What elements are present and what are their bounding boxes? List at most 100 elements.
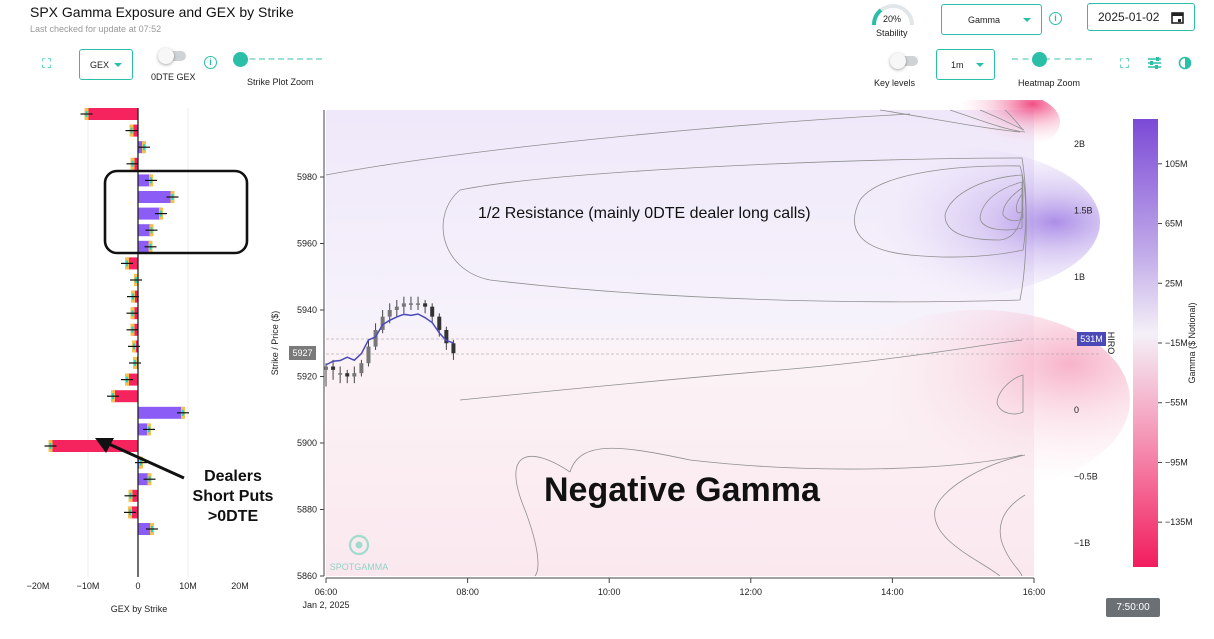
colorbar-tick-label: −135M [1165, 517, 1193, 527]
y-tick-label: 5940 [297, 305, 317, 315]
annotation-arrowhead [95, 438, 114, 453]
chevron-down-icon [114, 62, 122, 67]
info-icon[interactable]: i [204, 56, 217, 69]
candle-body [416, 303, 421, 305]
strike-zoom-label: Strike Plot Zoom [247, 77, 314, 87]
gex-bar [138, 240, 151, 253]
gamma-heatmap-chart: 5860 5880 5900 5920 5940 5960 5980 06:00 08:00 1… [270, 100, 1197, 610]
strike-zoom-slider-track[interactable] [240, 58, 322, 61]
candle-body [331, 366, 336, 370]
x-tick-label: 12:00 [740, 587, 763, 597]
hiro-tick-label: −0.5B [1074, 472, 1098, 482]
y-tick-label: 5980 [297, 172, 317, 182]
gex-bar [138, 523, 152, 535]
colorbar-ticks: 105M 65M 25M −15M −55M −95M −135M [1158, 159, 1193, 527]
gex-bars-layer [44, 108, 189, 535]
stability-label: Stability [876, 28, 908, 38]
hiro-axis-label: HIRO [1106, 332, 1116, 355]
x-axis-ticks: 06:00 08:00 10:00 12:00 14:00 16:00 [315, 578, 1046, 597]
y-tick-label: 5960 [297, 239, 317, 249]
gex-x-tick-label: −10M [77, 581, 100, 591]
gex-bar [113, 390, 138, 403]
y-tick-label: 5880 [297, 505, 317, 515]
odte-gex-label: 0DTE GEX [151, 72, 196, 82]
y-tick-label: 5920 [297, 372, 317, 382]
negative-gamma-top-region [950, 100, 1060, 152]
gex-x-tick-label: 20M [231, 581, 249, 591]
heatmap-zoom-label: Heatmap Zoom [1018, 78, 1081, 88]
hiro-value-badge [1077, 332, 1106, 346]
y-tick-label: 5900 [297, 438, 317, 448]
gex-bar [138, 224, 152, 237]
current-price-badge [289, 346, 316, 360]
gex-bar [138, 406, 183, 419]
hiro-value-label: 531M [1080, 334, 1103, 344]
annotation-arrow [99, 438, 185, 480]
expand-icon[interactable]: ⛶ [1120, 56, 1130, 71]
gex-select[interactable]: GEX [79, 49, 133, 80]
price-line [325, 313, 454, 366]
gex-x-tick-label: 10M [179, 581, 197, 591]
positive-gamma-region [800, 147, 1100, 297]
heatmap-zoom-slider-handle[interactable] [1032, 52, 1047, 67]
gex-x-tick-label: −20M [27, 581, 50, 591]
candle-body [408, 303, 413, 305]
contrast-icon[interactable] [1178, 56, 1192, 70]
page-title: SPX Gamma Exposure and GEX by Strike [30, 4, 294, 20]
x-axis-date-label: Jan 2, 2025 [302, 600, 349, 610]
hiro-tick-label: 0 [1074, 405, 1079, 415]
gex-select-value: GEX [90, 59, 110, 70]
annotation-text-line: >0DTE [208, 508, 259, 525]
highlight-box [103, 169, 249, 255]
gex-bar [138, 174, 151, 187]
sliders-icon[interactable] [1147, 56, 1162, 70]
gamma-select[interactable]: Gamma [941, 4, 1042, 35]
colorbar-tick-label: 25M [1165, 278, 1183, 288]
last-checked-text: Last checked for update at 07:52 [30, 24, 162, 34]
gex-x-axis-label: GEX by Strike [111, 604, 168, 614]
candle-body [451, 343, 456, 354]
time-badge: 7:50:00 [1106, 598, 1160, 617]
date-picker[interactable]: 2025-01-02 [1087, 3, 1195, 31]
candle-body [352, 373, 357, 377]
gex-bar [50, 440, 138, 452]
spotgamma-watermark: SPOTGAMMA [330, 562, 389, 572]
info-icon[interactable]: i [1049, 12, 1062, 25]
chevron-down-icon [976, 62, 984, 67]
colorbar [1133, 119, 1158, 567]
heatmap-zoom-slider-track[interactable] [1012, 58, 1092, 61]
interval-select-value: 1m [951, 59, 964, 70]
toggle-knob [890, 53, 906, 69]
y-axis-label: Strike / Price ($) [270, 311, 280, 376]
resistance-annotation: 1/2 Resistance (mainly 0DTE dealer long … [478, 205, 811, 222]
expand-icon[interactable]: ⛶ [42, 56, 52, 71]
stability-gauge [871, 4, 914, 26]
odte-gex-toggle[interactable] [158, 48, 186, 64]
current-price-label: 5927 [292, 348, 312, 358]
candle-body [373, 329, 378, 347]
interval-select[interactable]: 1m [936, 49, 995, 80]
gex-x-tick-label: 0 [135, 581, 140, 591]
hiro-axis-ticks: 2B 1.5B 1B 0 −0.5B −1B [1074, 139, 1098, 548]
x-tick-label: 16:00 [1023, 587, 1046, 597]
candle-body [324, 366, 328, 370]
x-tick-label: 08:00 [456, 587, 479, 597]
date-value: 2025-01-02 [1098, 10, 1160, 24]
annotation-text: Dealers Short Puts >0DTE [193, 468, 274, 525]
gex-bar [138, 207, 161, 220]
spotgamma-logo-icon [348, 534, 370, 556]
candle-body [423, 303, 428, 307]
gex-bar [86, 108, 138, 120]
y-tick-label: 5860 [297, 571, 317, 581]
hiro-tick-label: 2B [1074, 139, 1085, 149]
colorbar-tick-label: 65M [1165, 219, 1183, 229]
candle-body [366, 346, 371, 364]
x-axis-ticks: −20M −10M 0 10M 20M [27, 581, 249, 591]
key-levels-toggle[interactable] [890, 53, 918, 69]
hiro-tick-label: 1B [1074, 272, 1085, 282]
negative-gamma-annotation: Negative Gamma [544, 471, 821, 509]
x-tick-label: 14:00 [881, 587, 904, 597]
candle-body [387, 310, 392, 317]
gex-by-strike-chart: −20M −10M 0 10M 20M GEX by Strike Dealers Sho… [27, 108, 274, 614]
strike-zoom-slider-handle[interactable] [233, 52, 248, 67]
